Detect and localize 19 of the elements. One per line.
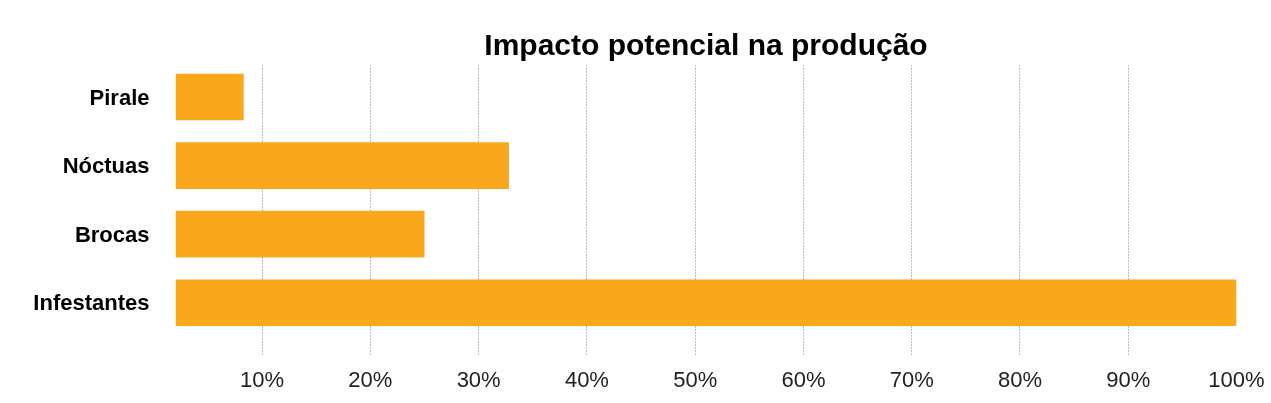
bar [175, 279, 1237, 327]
x-tick-label: 50% [673, 366, 718, 392]
x-tick-label: 20% [348, 366, 393, 392]
y-tick-label: Pirale [89, 84, 150, 110]
bar [175, 210, 425, 258]
x-tick-label: 10% [240, 366, 285, 392]
x-tick-label: 30% [456, 366, 501, 392]
x-tick-label: 80% [997, 366, 1042, 392]
x-tick-label: 90% [1106, 366, 1151, 392]
chart-title: Impacto potencial na produção [484, 27, 928, 61]
x-tick-label: 60% [781, 366, 826, 392]
x-tick-label: 40% [564, 366, 609, 392]
x-tick-label: 70% [889, 366, 934, 392]
y-tick-label: Nóctuas [62, 153, 150, 179]
bar [175, 73, 244, 121]
bar [175, 142, 509, 189]
y-tick-label: Brocas [74, 221, 150, 247]
x-tick-label: 100% [1208, 366, 1265, 392]
y-tick-label: Infestantes [33, 290, 150, 316]
